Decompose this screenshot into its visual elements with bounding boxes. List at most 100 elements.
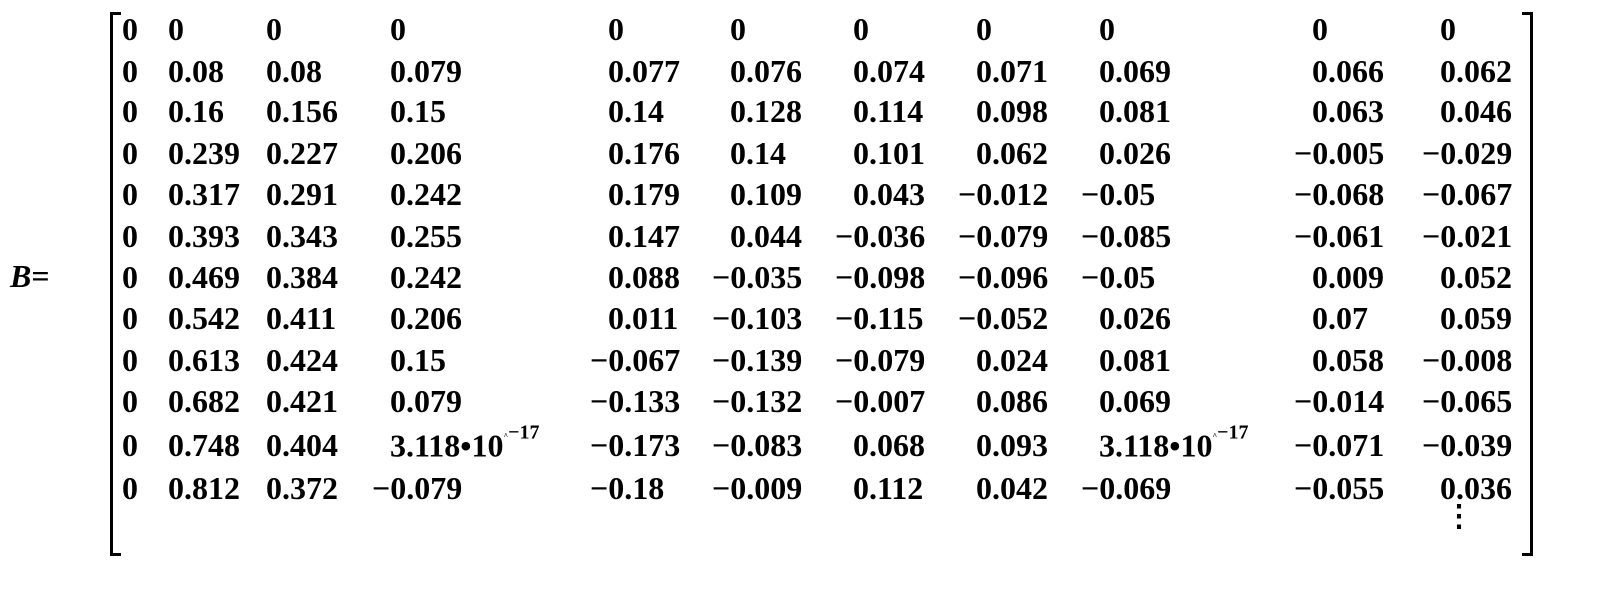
matrix-cell: 0.404 — [266, 427, 338, 463]
matrix-cell: 0.812 — [168, 470, 240, 506]
matrix-cell: −0.079 — [372, 470, 463, 506]
matrix-cell: 0.393 — [168, 218, 240, 254]
matrix-cell: 0.063 — [1312, 93, 1384, 129]
matrix-cell: −0.039 — [1422, 427, 1513, 463]
matrix-cell: 0.098 — [976, 93, 1048, 129]
matrix-cell: 0 — [122, 259, 138, 295]
matrix-cell: 0.114 — [853, 93, 924, 129]
matrix-cell: 0.024 — [976, 342, 1048, 378]
matrix-cell: −0.036 — [835, 218, 926, 254]
matrix-cell: −0.009 — [712, 470, 803, 506]
matrix-cell: −0.069 — [1081, 470, 1172, 506]
matrix-cell: −0.068 — [1294, 176, 1385, 212]
matrix-cell: 0.424 — [266, 342, 338, 378]
matrix-cell: 0.613 — [168, 342, 240, 378]
matrix-cell: 0 — [1312, 11, 1328, 47]
matrix-cell: 0 — [122, 218, 138, 254]
matrix-cell: −0.071 — [1294, 427, 1385, 463]
matrix-cell: 0.088 — [608, 259, 680, 295]
matrix-cell: 0 — [122, 11, 138, 47]
matrix-cell: −0.085 — [1081, 218, 1172, 254]
matrix-cell: 0.206 — [390, 135, 462, 171]
matrix-cell: 0.066 — [1312, 53, 1384, 89]
matrix-cell: −0.007 — [835, 383, 926, 419]
matrix-cell: 0.009 — [1312, 259, 1384, 295]
matrix-cell: −0.05 — [1081, 176, 1156, 212]
matrix-cell: 0.069 — [1099, 53, 1171, 89]
matrix-cell: 0.079 — [390, 53, 462, 89]
matrix-cell: −0.173 — [590, 427, 681, 463]
matrix-cell: −0.052 — [958, 300, 1049, 336]
matrix-cell: 0.109 — [730, 176, 802, 212]
exponent: ^−17 — [1212, 421, 1249, 444]
matrix-cell: 0 — [390, 11, 406, 47]
matrix-cell: −0.079 — [835, 342, 926, 378]
matrix-cell: 0.062 — [1440, 53, 1512, 89]
matrix-cell: 0.156 — [266, 93, 338, 129]
matrix-cell: 0 — [976, 11, 992, 47]
matrix-cell: 0.093 — [976, 427, 1048, 463]
matrix-cell: −0.139 — [712, 342, 803, 378]
matrix-cell: 0 — [122, 342, 138, 378]
matrix-cell: −0.05 — [1081, 259, 1156, 295]
matrix-cell: −0.133 — [590, 383, 681, 419]
matrix-cell: 0.07 — [1312, 300, 1368, 336]
exponent: ^−17 — [503, 421, 540, 444]
matrix-cell: 0 — [730, 11, 746, 47]
matrix-cell: 0.062 — [976, 135, 1048, 171]
matrix-cell: 0.147 — [608, 218, 680, 254]
equals-sign: = — [31, 258, 50, 294]
matrix-cell: 0.291 — [266, 176, 338, 212]
matrix-cell: 0.384 — [266, 259, 338, 295]
matrix-cell: 0.026 — [1099, 135, 1171, 171]
matrix-cell: 0.15 — [390, 93, 446, 129]
matrix-cell: 0.042 — [976, 470, 1048, 506]
matrix-cell: 0.16 — [168, 93, 224, 129]
continuation-ellipsis: ⋮ — [1444, 500, 1474, 533]
matrix-cell: 0.08 — [168, 53, 224, 89]
matrix-cell: −0.18 — [590, 470, 665, 506]
matrix-cell: 0.068 — [853, 427, 925, 463]
matrix-cell: −0.079 — [958, 218, 1049, 254]
matrix-cell: −0.061 — [1294, 218, 1385, 254]
matrix-cell: 0.242 — [390, 259, 462, 295]
matrix-cell: 0 — [168, 11, 184, 47]
matrix-cell: 0 — [122, 176, 138, 212]
matrix-cell: 0.112 — [853, 470, 924, 506]
matrix-cell: −0.067 — [1422, 176, 1513, 212]
matrix-cell: 0.179 — [608, 176, 680, 212]
matrix-cell: 0 — [608, 11, 624, 47]
matrix-cell: −0.012 — [958, 176, 1049, 212]
matrix-cell: −0.005 — [1294, 135, 1385, 171]
matrix-cell: 0.14 — [730, 135, 786, 171]
matrix-cell: 0 — [1440, 11, 1456, 47]
matrix-cell: 0.421 — [266, 383, 338, 419]
matrix-cell: 0.036 — [1440, 470, 1512, 506]
matrix-cell: 0.026 — [1099, 300, 1171, 336]
matrix-cell: 0.058 — [1312, 342, 1384, 378]
matrix-cell: 0.011 — [608, 300, 679, 336]
matrix-cell: −0.035 — [712, 259, 803, 295]
matrix-cell: 0.081 — [1099, 93, 1171, 129]
matrix-cell: 0 — [122, 470, 138, 506]
matrix-cell: 0.239 — [168, 135, 240, 171]
matrix-cell: 0.086 — [976, 383, 1048, 419]
matrix-cell: −0.008 — [1422, 342, 1513, 378]
matrix-cell: 0.101 — [853, 135, 925, 171]
matrix-cell: −0.103 — [712, 300, 803, 336]
matrix-cell: 0.343 — [266, 218, 338, 254]
matrix-cell: −0.067 — [590, 342, 681, 378]
matrix-cell: 0 — [122, 300, 138, 336]
matrix-cell: −0.055 — [1294, 470, 1385, 506]
matrix-cell: −0.021 — [1422, 218, 1513, 254]
matrix-cell: 0.128 — [730, 93, 802, 129]
matrix-lhs: B= — [10, 258, 50, 295]
matrix-cell: 0.372 — [266, 470, 338, 506]
matrix-cell: −0.132 — [712, 383, 803, 419]
matrix-cell: 0.052 — [1440, 259, 1512, 295]
matrix-cell: 0.071 — [976, 53, 1048, 89]
matrix-cell: 0.076 — [730, 53, 802, 89]
matrix-cell: 0.069 — [1099, 383, 1171, 419]
matrix-cell: 0.15 — [390, 342, 446, 378]
left-bracket — [110, 12, 121, 556]
